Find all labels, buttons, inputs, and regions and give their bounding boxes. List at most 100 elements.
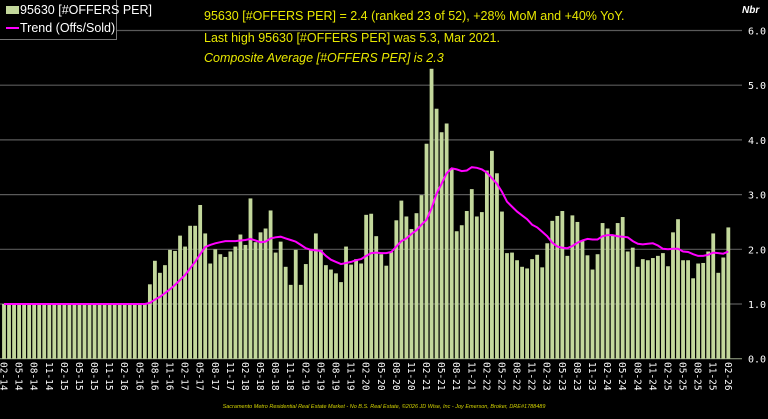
bar bbox=[454, 231, 459, 359]
bar bbox=[530, 259, 535, 359]
bar bbox=[711, 233, 716, 359]
y-tick-label: 3.0 bbox=[748, 191, 766, 202]
bar bbox=[666, 266, 670, 359]
bar bbox=[630, 247, 635, 359]
bar bbox=[600, 223, 605, 359]
x-tick-label: 02-23 bbox=[541, 362, 552, 391]
bar bbox=[298, 284, 303, 359]
bar bbox=[580, 240, 585, 359]
bar bbox=[127, 304, 132, 359]
bar bbox=[233, 246, 238, 359]
bar bbox=[439, 132, 444, 359]
bar bbox=[721, 257, 726, 359]
bar bbox=[303, 264, 308, 359]
bar bbox=[132, 304, 137, 359]
bar bbox=[47, 304, 52, 359]
bar bbox=[198, 204, 203, 359]
bar bbox=[620, 217, 625, 359]
bar bbox=[62, 304, 67, 359]
bar bbox=[72, 304, 77, 359]
x-tick-label: 11-15 bbox=[103, 362, 114, 391]
x-tick-label: 08-14 bbox=[28, 362, 39, 391]
bar bbox=[213, 249, 218, 359]
bar bbox=[570, 215, 575, 359]
x-tick-label: 02-22 bbox=[480, 362, 491, 391]
bar bbox=[117, 304, 122, 359]
bar bbox=[153, 260, 157, 359]
y-axis-title: Nbr bbox=[742, 5, 760, 16]
x-tick-label: 08-24 bbox=[631, 362, 642, 391]
legend-line-label: Trend (Offs/Sold) bbox=[20, 21, 116, 35]
bar bbox=[510, 252, 514, 359]
bar bbox=[17, 304, 21, 359]
bar bbox=[137, 304, 142, 359]
bar bbox=[384, 265, 389, 359]
bar bbox=[158, 272, 162, 359]
bar bbox=[178, 235, 182, 359]
x-tick-label: 02-20 bbox=[360, 362, 371, 391]
bar bbox=[288, 284, 293, 359]
x-tick-label: 05-17 bbox=[194, 362, 205, 391]
bar bbox=[515, 260, 519, 359]
x-tick-label: 08-20 bbox=[390, 362, 401, 391]
bar bbox=[625, 251, 630, 359]
y-tick-label: 5.0 bbox=[748, 81, 766, 92]
x-tick-label: 11-21 bbox=[465, 362, 476, 391]
bar bbox=[505, 253, 509, 359]
x-tick-label: 08-15 bbox=[88, 362, 99, 391]
bar bbox=[238, 234, 243, 359]
bar bbox=[389, 252, 394, 359]
bar bbox=[163, 265, 167, 359]
bar bbox=[379, 254, 384, 359]
bar bbox=[459, 225, 464, 359]
x-tick-label: 05-20 bbox=[375, 362, 386, 391]
bar bbox=[82, 304, 87, 359]
bar bbox=[409, 229, 414, 359]
x-tick-label: 05-15 bbox=[73, 362, 84, 391]
x-tick-label: 02-26 bbox=[722, 362, 733, 391]
x-tick-label: 02-25 bbox=[662, 362, 673, 391]
y-tick-label: 0.0 bbox=[748, 355, 766, 366]
footer-credit: Sacramento Metro Residential Real Estate… bbox=[222, 404, 546, 410]
bar bbox=[37, 304, 42, 359]
x-tick-label: 11-25 bbox=[707, 362, 718, 391]
bar bbox=[640, 259, 645, 359]
bar bbox=[223, 256, 228, 359]
bar bbox=[394, 220, 399, 359]
bar-series bbox=[2, 68, 731, 359]
bar bbox=[610, 235, 615, 359]
bar bbox=[22, 304, 27, 359]
bar bbox=[258, 232, 263, 359]
bar bbox=[7, 304, 11, 359]
bar bbox=[474, 216, 479, 359]
bar bbox=[308, 249, 313, 359]
x-tick-label: 05-14 bbox=[13, 362, 24, 391]
x-tick-label: 08-23 bbox=[571, 362, 582, 391]
bar bbox=[414, 213, 419, 359]
x-tick-label: 11-23 bbox=[586, 362, 597, 391]
bar bbox=[193, 225, 198, 359]
x-tick-label: 08-19 bbox=[330, 362, 341, 391]
bar bbox=[691, 278, 696, 359]
bar bbox=[676, 219, 680, 359]
bar bbox=[329, 269, 333, 359]
bar bbox=[464, 211, 469, 359]
bar bbox=[444, 123, 449, 359]
bar bbox=[595, 254, 600, 359]
bar bbox=[278, 241, 283, 359]
bar bbox=[645, 260, 650, 359]
bar bbox=[344, 246, 348, 359]
bar bbox=[706, 251, 711, 359]
bar bbox=[283, 266, 288, 359]
bar bbox=[479, 212, 484, 359]
bar bbox=[188, 225, 193, 359]
bar bbox=[243, 244, 248, 359]
bar bbox=[263, 228, 268, 359]
summary-line-2: Last high 95630 [#OFFERS PER] was 5.3, M… bbox=[204, 31, 500, 45]
bar bbox=[565, 255, 570, 359]
bar bbox=[399, 200, 404, 359]
bar bbox=[142, 304, 147, 359]
bar bbox=[183, 246, 187, 359]
x-tick-label: 08-25 bbox=[692, 362, 703, 391]
bar bbox=[97, 304, 102, 359]
